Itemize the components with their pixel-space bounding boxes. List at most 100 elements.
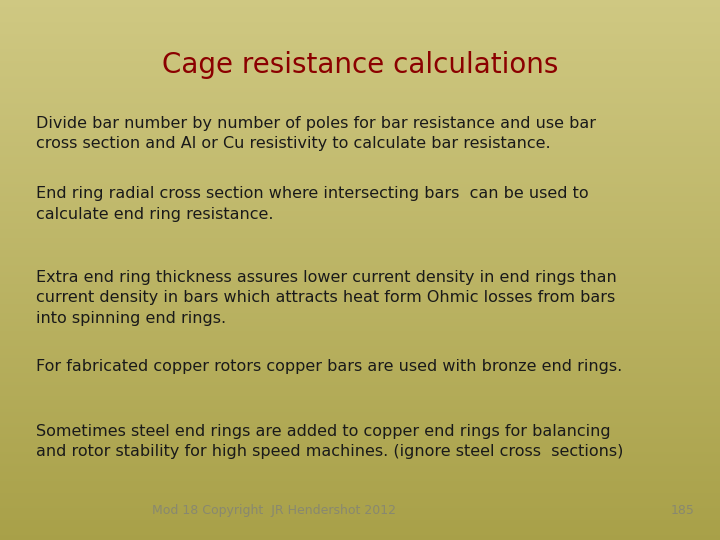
- Bar: [0, 86, 720, 88]
- Bar: [0, 448, 720, 450]
- Bar: [0, 295, 720, 297]
- Bar: [0, 104, 720, 106]
- Bar: [0, 103, 720, 104]
- Bar: [0, 389, 720, 390]
- Bar: [0, 333, 720, 335]
- Bar: [0, 517, 720, 518]
- Bar: [0, 468, 720, 470]
- Bar: [0, 509, 720, 511]
- Bar: [0, 259, 720, 261]
- Bar: [0, 313, 720, 315]
- Bar: [0, 119, 720, 120]
- Bar: [0, 47, 720, 49]
- Bar: [0, 207, 720, 209]
- Bar: [0, 286, 720, 288]
- Bar: [0, 490, 720, 491]
- Bar: [0, 308, 720, 309]
- Bar: [0, 529, 720, 531]
- Bar: [0, 231, 720, 232]
- Bar: [0, 25, 720, 27]
- Bar: [0, 69, 720, 70]
- Bar: [0, 228, 720, 231]
- Bar: [0, 65, 720, 66]
- Bar: [0, 263, 720, 265]
- Bar: [0, 498, 720, 501]
- Bar: [0, 15, 720, 16]
- Bar: [0, 32, 720, 34]
- Bar: [0, 77, 720, 79]
- Bar: [0, 508, 720, 509]
- Bar: [0, 430, 720, 432]
- Bar: [0, 155, 720, 157]
- Bar: [0, 410, 720, 412]
- Text: Cage resistance calculations: Cage resistance calculations: [162, 51, 558, 79]
- Bar: [0, 83, 720, 85]
- Bar: [0, 131, 720, 133]
- Bar: [0, 58, 720, 59]
- Bar: [0, 513, 720, 515]
- Bar: [0, 101, 720, 103]
- Bar: [0, 400, 720, 401]
- Bar: [0, 90, 720, 92]
- Bar: [0, 479, 720, 481]
- Bar: [0, 504, 720, 506]
- Bar: [0, 356, 720, 358]
- Bar: [0, 484, 720, 486]
- Bar: [0, 9, 720, 11]
- Bar: [0, 401, 720, 403]
- Bar: [0, 369, 720, 371]
- Bar: [0, 252, 720, 254]
- Bar: [0, 414, 720, 416]
- Bar: [0, 81, 720, 83]
- Bar: [0, 275, 720, 277]
- Bar: [0, 331, 720, 333]
- Bar: [0, 261, 720, 263]
- Bar: [0, 396, 720, 398]
- Bar: [0, 221, 720, 223]
- Bar: [0, 493, 720, 495]
- Bar: [0, 113, 720, 115]
- Bar: [0, 174, 720, 177]
- Bar: [0, 501, 720, 502]
- Bar: [0, 193, 720, 194]
- Bar: [0, 481, 720, 482]
- Bar: [0, 421, 720, 423]
- Bar: [0, 162, 720, 164]
- Bar: [0, 425, 720, 427]
- Bar: [0, 455, 720, 457]
- Bar: [0, 416, 720, 417]
- Bar: [0, 255, 720, 258]
- Bar: [0, 185, 720, 187]
- Bar: [0, 23, 720, 25]
- Bar: [0, 459, 720, 461]
- Bar: [0, 112, 720, 113]
- Bar: [0, 99, 720, 101]
- Bar: [0, 150, 720, 151]
- Bar: [0, 236, 720, 238]
- Bar: [0, 511, 720, 513]
- Bar: [0, 475, 720, 477]
- Bar: [0, 282, 720, 285]
- Bar: [0, 36, 720, 38]
- Bar: [0, 383, 720, 385]
- Bar: [0, 531, 720, 533]
- Bar: [0, 160, 720, 162]
- Bar: [0, 378, 720, 380]
- Bar: [0, 31, 720, 32]
- Bar: [0, 126, 720, 128]
- Bar: [0, 144, 720, 146]
- Bar: [0, 72, 720, 74]
- Bar: [0, 171, 720, 173]
- Bar: [0, 205, 720, 207]
- Bar: [0, 366, 720, 367]
- Bar: [0, 85, 720, 86]
- Bar: [0, 360, 720, 362]
- Bar: [0, 191, 720, 193]
- Bar: [0, 270, 720, 272]
- Bar: [0, 74, 720, 76]
- Bar: [0, 216, 720, 218]
- Bar: [0, 34, 720, 36]
- Bar: [0, 466, 720, 468]
- Bar: [0, 495, 720, 497]
- Bar: [0, 302, 720, 304]
